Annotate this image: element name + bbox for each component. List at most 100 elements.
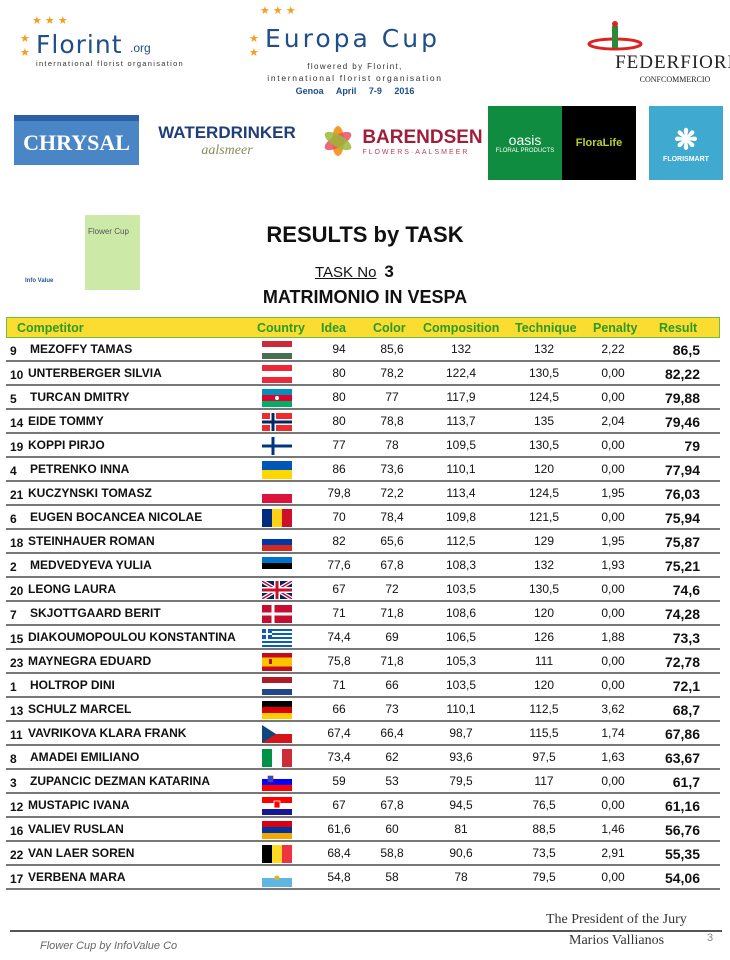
competitor-name: SCHULZ MARCEL (28, 702, 132, 716)
table-row: 10 UNTERBERGER SILVIA 80 78,2 122,4 130,5 0,00… (6, 362, 720, 386)
flag-hu-icon (262, 341, 292, 360)
table-row: 1 HOLTROP DINI 71 66 103,5 120 0,00 72,1 (6, 674, 720, 698)
score-color: 78,8 (380, 414, 404, 428)
score-color: 58,8 (380, 846, 404, 860)
competitor-number: 14 (10, 416, 24, 430)
score-result: 67,86 (664, 726, 700, 742)
table-row: 23 MAYNEGRA EDUARD 75,8 71,8 105,3 111 0,00 72,… (6, 650, 720, 674)
task-number: TASK No 3 (315, 262, 394, 281)
score-composition: 93,6 (449, 750, 473, 764)
header-result: Result (659, 320, 698, 335)
table-row: 2 MEDVEDYEVA YULIA 77,6 67,8 108,3 132 1,93 75,… (6, 554, 720, 578)
score-idea: 66 (332, 702, 346, 716)
score-result: 74,6 (672, 582, 700, 598)
score-color: 60 (385, 822, 399, 836)
footer-text: Flower Cup by InfoValue Co (40, 940, 178, 952)
competitor-name: VERBENA MARA (28, 870, 126, 884)
score-technique: 76,5 (532, 798, 556, 812)
score-idea: 68,4 (327, 846, 351, 860)
competitor-number: 7 (10, 608, 17, 622)
florismart-logo: ❋ FLORISMART (649, 106, 723, 180)
score-penalty: 0,00 (601, 438, 625, 452)
chrysal-logo: CHRYSAL (14, 115, 139, 165)
score-penalty: 0,00 (601, 798, 625, 812)
score-technique: 117 (534, 774, 554, 788)
barendsen-logo: BARENDSEN FLOWERS·AALSMEER (318, 118, 483, 164)
header-idea: Idea (321, 320, 347, 335)
table-row: 14 EIDE TOMMY 80 78,8 113,7 135 2,04 79,46 (6, 410, 720, 434)
competitor-name: STEINHAUER ROMAN (28, 534, 155, 548)
score-composition: 94,5 (449, 798, 473, 812)
score-penalty: 2,22 (601, 342, 625, 356)
score-result: 79,46 (664, 414, 700, 430)
score-composition: 78 (454, 870, 468, 884)
competitor-number: 13 (10, 704, 24, 718)
score-composition: 122,4 (445, 366, 477, 380)
table-row: 22 VAN LAER SOREN 68,4 58,8 90,6 73,5 2,91 55,3… (6, 842, 720, 866)
header-composition: Composition (423, 320, 500, 335)
score-color: 77 (385, 390, 399, 404)
flag-am-icon (262, 821, 292, 840)
flag-ru-icon (262, 533, 292, 552)
score-penalty: 0,00 (601, 678, 625, 692)
score-technique: 112,5 (529, 702, 559, 716)
score-idea: 80 (332, 390, 346, 404)
score-composition: 110,1 (446, 462, 476, 476)
score-technique: 129 (533, 534, 555, 548)
score-idea: 77 (332, 438, 346, 452)
score-result: 54,06 (664, 870, 700, 886)
competitor-name: MAYNEGRA EDUARD (28, 654, 152, 668)
flag-no-icon (262, 413, 292, 431)
score-result: 75,87 (664, 534, 700, 550)
results-table: Competitor Country Idea Color Compositio… (6, 317, 720, 890)
score-idea: 71 (332, 606, 346, 620)
score-technique: 132 (533, 342, 555, 356)
jury-president-title: The President of the Jury (546, 912, 687, 927)
score-technique: 115,5 (529, 726, 559, 740)
score-penalty: 1,93 (601, 558, 625, 572)
score-color: 66,4 (380, 726, 404, 740)
score-penalty: 2,04 (601, 414, 625, 428)
score-result: 63,67 (664, 750, 700, 766)
flag-ee-icon (262, 557, 292, 576)
score-idea: 77,6 (327, 558, 351, 572)
competitor-name: UNTERBERGER SILVIA (28, 366, 162, 380)
score-color: 66 (385, 678, 399, 692)
snowflake-icon: ❋ (674, 124, 698, 155)
score-composition: 81 (454, 822, 468, 836)
score-technique: 121,5 (528, 510, 560, 524)
competitor-number: 19 (10, 440, 24, 454)
score-color: 73 (385, 702, 399, 716)
flower-icon (587, 21, 643, 51)
competitor-name: VAN LAER SOREN (28, 846, 135, 860)
score-result: 75,94 (664, 510, 700, 526)
competitor-number: 10 (10, 368, 24, 382)
federfiori-logo: FEDERFIORI CONFCOMMERCIO (555, 20, 730, 95)
competitor-name: ZUPANCIC DEZMAN KATARINA (30, 774, 210, 788)
score-penalty: 0,00 (601, 462, 625, 476)
score-result: 77,94 (664, 462, 700, 478)
score-idea: 80 (332, 366, 346, 380)
score-technique: 120 (533, 606, 555, 620)
competitor-number: 15 (10, 632, 24, 646)
table-row: 21 KUCZYNSKI TOMASZ 79,8 72,2 113,4 124,5 1,95… (6, 482, 720, 506)
score-technique: 132 (533, 558, 555, 572)
table-row: 19 KOPPI PIRJO 77 78 109,5 130,5 0,00 79 (6, 434, 720, 458)
score-idea: 67 (332, 582, 346, 596)
competitor-name: MUSTAPIC IVANA (28, 798, 130, 812)
score-idea: 75,8 (327, 654, 351, 668)
competitor-name: MEDVEDYEVA YULIA (30, 558, 152, 572)
flower-icon (324, 126, 352, 156)
score-penalty: 0,00 (601, 510, 625, 524)
score-result: 74,28 (664, 606, 700, 622)
score-idea: 61,6 (327, 822, 351, 836)
table-row: 11 VAVRIKOVA KLARA FRANK 67,4 66,4 98,7 115,5… (6, 722, 720, 746)
score-composition: 108,6 (445, 606, 477, 620)
score-color: 72 (385, 582, 399, 596)
competitor-number: 8 (10, 752, 17, 766)
score-technique: 79,5 (532, 870, 556, 884)
score-result: 72,78 (664, 654, 700, 670)
score-technique: 111 (534, 654, 554, 668)
flag-nl-icon (262, 677, 292, 696)
score-color: 69 (385, 630, 399, 644)
